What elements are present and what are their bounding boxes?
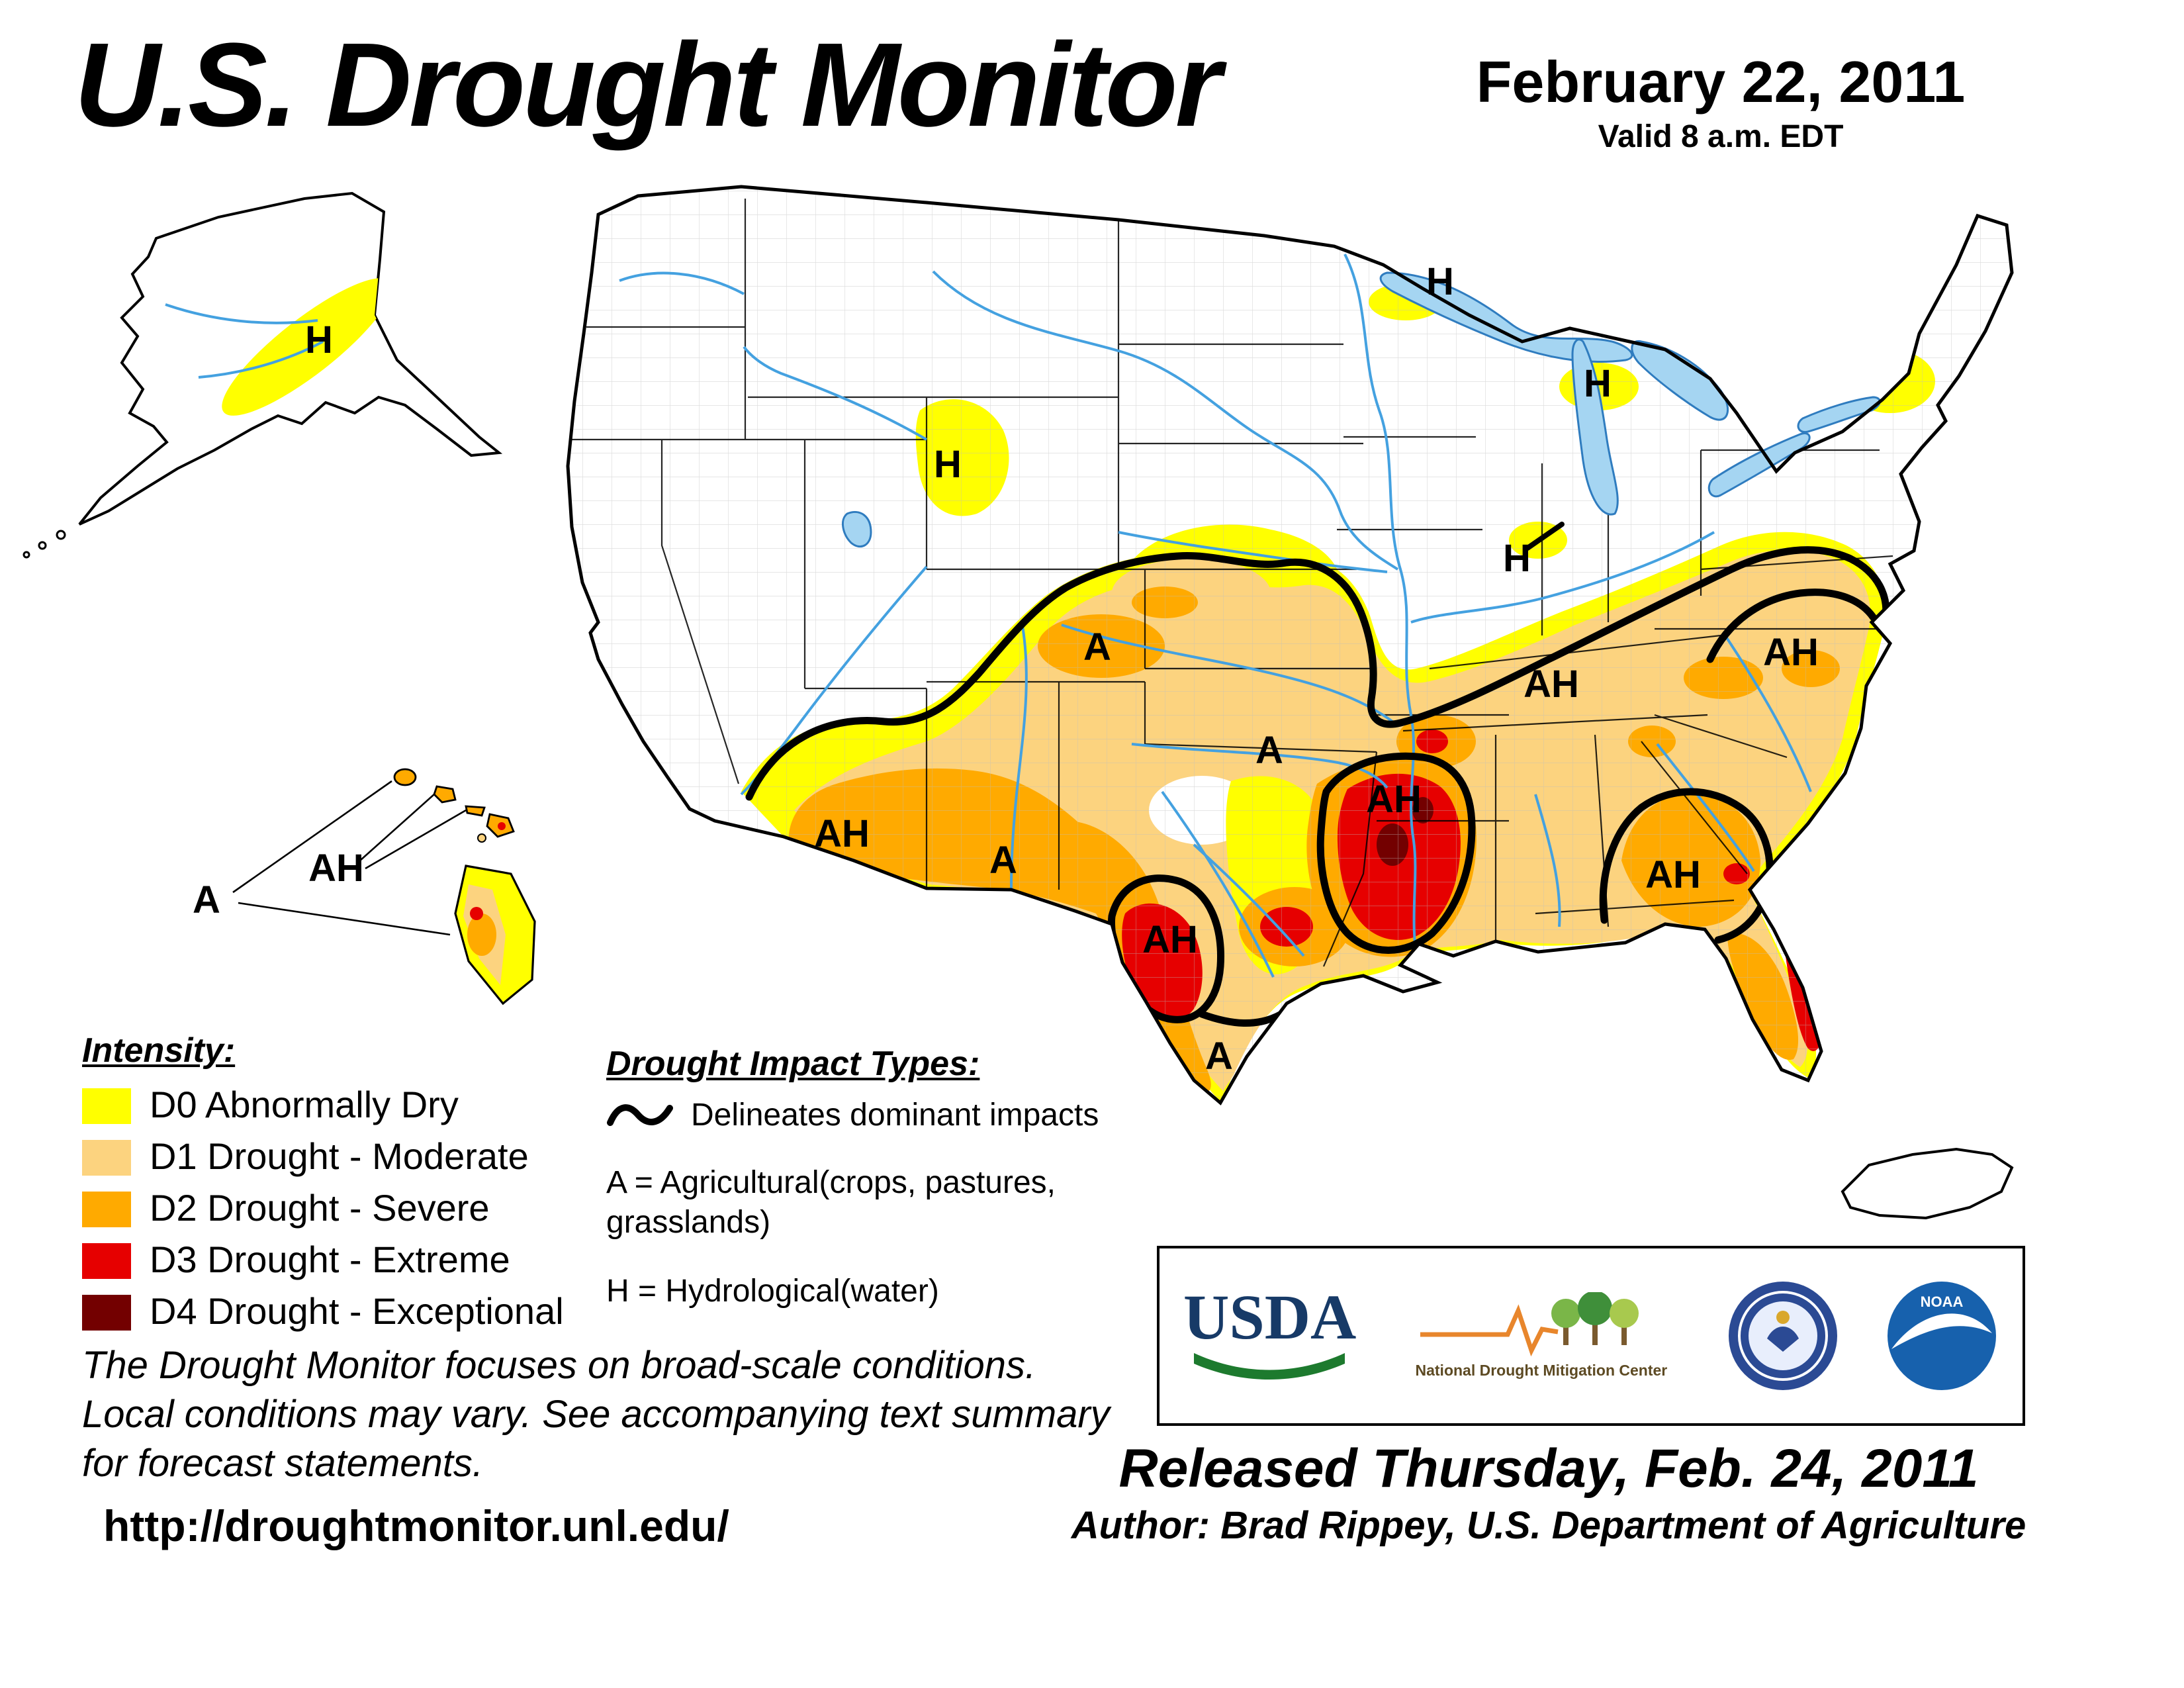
ndmc-logo: National Drought Mitigation Center [1401, 1292, 1682, 1380]
legend-label: D2 Drought - Severe [150, 1188, 490, 1229]
map-label: H [1426, 261, 1454, 304]
delineates-label: Delineates dominant impacts [691, 1098, 1099, 1133]
map-label: H [305, 320, 333, 362]
d4-swatch [82, 1294, 131, 1330]
url-link[interactable]: http://droughtmonitor.unl.edu/ [103, 1501, 729, 1550]
agricultural-label: A = Agricultural(crops, pastures, grassl… [606, 1165, 1056, 1241]
d3-swatch [82, 1243, 131, 1278]
usda-swoosh-icon [1194, 1352, 1345, 1380]
map-label: A [1205, 1036, 1233, 1078]
footer: Released Thursday, Feb. 24, 2011 Author:… [1059, 1438, 2038, 1549]
puerto-rico-inset [1841, 1147, 2014, 1220]
legend-label: D3 Drought - Extreme [150, 1239, 510, 1280]
disclaimer-line: for forecast statements. [82, 1443, 484, 1485]
map-label: AH [1524, 664, 1579, 706]
ndmc-trees-icon [1420, 1292, 1639, 1357]
map-label: AH [814, 814, 870, 856]
commerce-seal [1729, 1282, 1838, 1390]
map-label: A [1083, 627, 1111, 669]
noaa-wordmark: NOAA [1921, 1293, 1964, 1310]
drought-layers [568, 187, 2012, 1103]
map-label: AH [308, 848, 364, 890]
alaska-inset [23, 192, 500, 559]
map-label: A [193, 880, 220, 922]
legend-item: D4 Drought - Exceptional [82, 1291, 564, 1333]
d0-swatch [82, 1088, 131, 1123]
map-label: AH [1645, 855, 1701, 897]
legend-label: D0 Abnormally Dry [150, 1084, 459, 1125]
logo-box: USDA National Drought Mitigation Center [1157, 1246, 2025, 1426]
great-lakes [841, 271, 1881, 547]
map-label: AH [1366, 779, 1422, 821]
legend-item: D1 Drought - Moderate [82, 1136, 564, 1178]
legend-item: D0 Abnormally Dry [82, 1084, 564, 1127]
map-label: AH [1142, 919, 1198, 962]
rivers [619, 254, 1812, 978]
impact-heading: Drought Impact Types: [606, 1043, 980, 1083]
map-label: H [934, 444, 962, 487]
disclaimer-line: Local conditions may vary. See accompany… [82, 1394, 1110, 1436]
legend-item: D3 Drought - Extreme [82, 1239, 564, 1282]
usda-logo: USDA [1183, 1283, 1357, 1383]
legend-item: D2 Drought - Severe [82, 1188, 564, 1230]
impact-line-icon [607, 1104, 673, 1126]
ndmc-wordmark: National Drought Mitigation Center [1415, 1364, 1668, 1380]
map-label: A [989, 840, 1017, 882]
map-label: A [1255, 730, 1283, 773]
map-label: H [1584, 363, 1612, 406]
legend-label: D4 Drought - Exceptional [150, 1291, 564, 1332]
impact-types: Drought Impact Types: Delineates dominan… [606, 1043, 1109, 1312]
map-label: H [1503, 538, 1531, 581]
d1-swatch [82, 1139, 131, 1175]
legend-label: D1 Drought - Moderate [150, 1136, 529, 1177]
date-block: February 22, 2011 Valid 8 a.m. EDT [1432, 50, 2009, 156]
hydrological-label: H = Hydrological(water) [606, 1274, 939, 1309]
noaa-logo: NOAA [1887, 1282, 1996, 1390]
disclaimer-line: The Drought Monitor focuses on broad-sca… [82, 1345, 1036, 1387]
legend-heading: Intensity: [82, 1030, 236, 1070]
author-line: Author: Brad Rippey, U.S. Department of … [1071, 1505, 2026, 1548]
hawaii-inset [232, 768, 536, 1006]
valid-note: Valid 8 a.m. EDT [1598, 119, 1844, 155]
map-date: February 22, 2011 [1476, 50, 1966, 115]
usda-wordmark: USDA [1183, 1283, 1357, 1354]
disclaimer: The Drought Monitor focuses on broad-sca… [82, 1342, 1110, 1489]
released-line: Released Thursday, Feb. 24, 2011 [1118, 1438, 1979, 1499]
map-label: AH [1763, 632, 1819, 675]
page-title: U.S. Drought Monitor [74, 20, 1222, 152]
intensity-legend: Intensity: D0 Abnormally Dry D1 Drought … [82, 1030, 564, 1342]
d2-swatch [82, 1191, 131, 1227]
